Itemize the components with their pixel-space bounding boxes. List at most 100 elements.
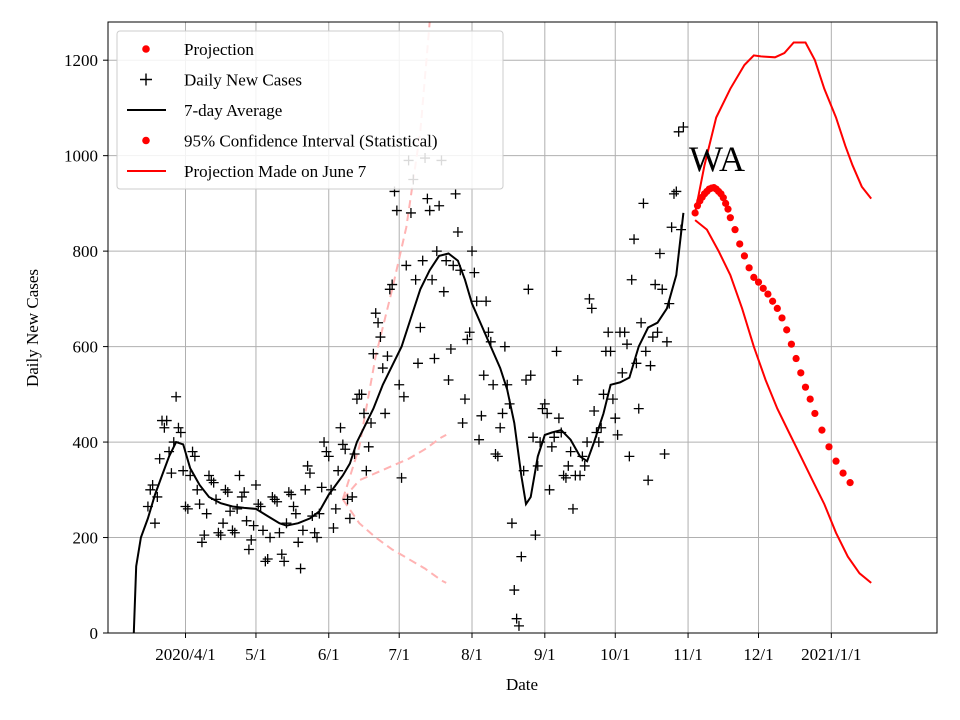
daily-cases-point (171, 391, 182, 402)
daily-cases-point (262, 554, 273, 565)
legend-label: 7-day Average (184, 101, 282, 120)
legend-label: 95% Confidence Interval (Statistical) (184, 132, 438, 151)
daily-cases-point (401, 260, 412, 271)
daily-cases-point (464, 327, 475, 338)
daily-cases-point (415, 322, 426, 333)
daily-cases-point (396, 472, 407, 483)
daily-cases-point (370, 308, 381, 319)
confidence-interval-lines (694, 41, 872, 584)
x-tick-label: 11/1 (673, 645, 703, 664)
daily-cases-point (145, 484, 156, 495)
daily-cases-point (506, 518, 517, 529)
daily-cases-point (412, 358, 423, 369)
projection-point (792, 354, 800, 363)
daily-cases-point (462, 334, 473, 345)
x-tick-label: 8/1 (461, 645, 483, 664)
daily-cases-point (579, 460, 590, 471)
daily-cases-point (567, 503, 578, 514)
projection-point (846, 479, 854, 487)
daily-cases-point (516, 551, 527, 562)
daily-cases-point (469, 267, 480, 278)
daily-cases-point (361, 465, 372, 476)
daily-cases-point (605, 346, 616, 357)
daily-cases-point (643, 475, 654, 486)
legend-label: Daily New Cases (184, 71, 302, 90)
daily-cases-point (434, 200, 445, 211)
projection-point (806, 395, 814, 403)
daily-cases-point (452, 227, 463, 238)
daily-cases-point (236, 491, 247, 502)
y-tick-label: 800 (73, 242, 99, 261)
daily-cases-point (518, 465, 529, 476)
daily-cases-point (218, 518, 229, 529)
projection-point (724, 205, 732, 213)
daily-cases-point (457, 417, 468, 428)
daily-cases-point (485, 336, 496, 347)
daily-new-cases-markers (142, 122, 689, 631)
projection-point (726, 214, 734, 222)
daily-cases-point (553, 413, 564, 424)
daily-cases-point (577, 451, 588, 462)
daily-cases-point (504, 398, 515, 409)
y-tick-label: 200 (73, 529, 99, 548)
daily-cases-point (523, 284, 534, 295)
daily-cases-point (678, 122, 689, 133)
daily-cases-point (154, 453, 165, 464)
daily-cases-point (481, 296, 492, 307)
june-7-projection-lines (341, 22, 447, 584)
projection-point (811, 409, 819, 418)
daily-cases-point (563, 460, 574, 471)
daily-cases-point (664, 298, 675, 309)
daily-cases-point (194, 499, 205, 510)
daily-cases-point (671, 186, 682, 197)
daily-cases-point (323, 451, 334, 462)
daily-cases-point (382, 351, 393, 362)
daily-cases-point (384, 284, 395, 295)
daily-cases-point (257, 525, 268, 536)
daily-cases-point (549, 432, 560, 443)
daily-cases-point (377, 363, 388, 374)
daily-cases-point (349, 448, 360, 459)
daily-cases-point (513, 620, 524, 631)
y-axis-ticks: 0 200 400 600 800 1000 1200 (64, 51, 108, 643)
projection-point (759, 284, 767, 292)
daily-cases-point (239, 487, 250, 498)
daily-cases-point (248, 520, 259, 531)
daily-cases-point (302, 460, 313, 471)
daily-cases-point (471, 296, 482, 307)
daily-cases-point (584, 293, 595, 304)
daily-cases-point (405, 207, 416, 218)
y-tick-label: 600 (73, 338, 99, 357)
daily-cases-point (622, 339, 633, 350)
daily-cases-point (185, 470, 196, 481)
daily-cases-point (297, 525, 308, 536)
daily-cases-point (427, 274, 438, 285)
daily-cases-point (335, 422, 346, 433)
projection-point (839, 469, 847, 477)
daily-cases-point (474, 434, 485, 445)
daily-cases-point (542, 408, 553, 419)
daily-cases-point (340, 444, 351, 455)
projection-point (832, 457, 840, 465)
daily-cases-point (220, 484, 231, 495)
x-tick-label: 10/1 (600, 645, 630, 664)
daily-cases-point (575, 470, 586, 481)
daily-cases-point (603, 327, 614, 338)
daily-cases-point (347, 491, 358, 502)
daily-cases-point (459, 394, 470, 405)
y-tick-label: 1200 (64, 51, 98, 70)
projection-point (750, 273, 758, 281)
daily-cases-point (521, 375, 532, 386)
daily-cases-point (208, 477, 219, 488)
daily-cases-point (276, 549, 287, 560)
daily-cases-point (424, 205, 435, 216)
daily-cases-point (319, 437, 330, 448)
daily-cases-point (443, 375, 454, 386)
daily-cases-point (624, 451, 635, 462)
daily-cases-point (241, 515, 252, 526)
projection-point (818, 426, 826, 434)
june-7-projection-path (341, 498, 447, 584)
daily-cases-point (281, 518, 292, 529)
daily-cases-point (509, 585, 520, 596)
daily-cases-point (645, 360, 656, 371)
